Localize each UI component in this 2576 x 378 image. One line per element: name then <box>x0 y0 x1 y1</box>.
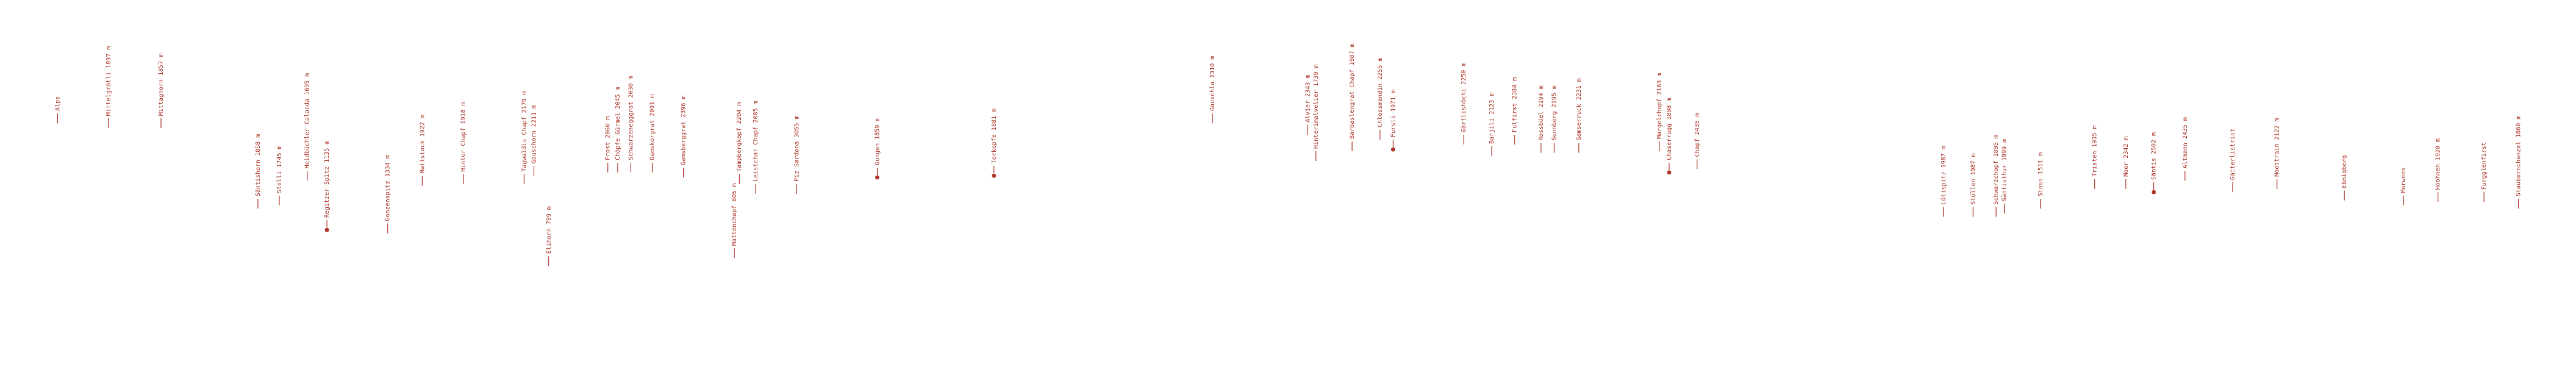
peak-label: Säntishorn 1858 m <box>255 134 262 196</box>
peak-label: Tampbergkopf 2204 m <box>736 102 743 171</box>
peak-label: Furgglenfirst <box>2481 142 2488 190</box>
peak-label: Chlossmandin 2255 m <box>1377 58 1384 127</box>
peak-label: Gamserruck 2231 m <box>1576 78 1583 140</box>
peak-label: Rossbüel 2194 m <box>1538 85 1545 140</box>
peak-label: Alvier 2343 m <box>1304 75 1311 123</box>
peak-label: Chöpfe Gürmel 2045 m <box>615 87 621 160</box>
peak-label: Gamskorgrat 2091 m <box>649 94 656 160</box>
peak-label: Regitzer Spitz 1135 m <box>324 141 331 218</box>
peak-label: Leistchar Chapf 2085 m <box>753 101 759 181</box>
peak-label: Mattstock 1922 m <box>419 115 426 173</box>
peak-label: Chaserrugg 1898 m <box>1666 98 1673 160</box>
peak-label: Barbaslengrat Chapf 1987 m <box>1349 43 1356 139</box>
peak-label: Ebnigberg <box>2341 155 2348 188</box>
peak-label: Stoss 1511 m <box>2038 152 2044 196</box>
peak-label: Fursti 1971 m <box>1390 90 1397 137</box>
peak-label: Säntis 2502 m <box>2151 132 2158 180</box>
peak-label: Gungen 1859 m <box>875 118 881 165</box>
peak-label: Gamsberggrat 2396 m <box>681 96 687 165</box>
peak-label: Mittaghorn 1857 m <box>158 54 165 116</box>
peak-label: Barjili 2123 m <box>1489 93 1495 144</box>
peak-label: Staubernchanzel 1860 m <box>2516 116 2522 196</box>
peak-label: Moor 2342 m <box>2123 137 2130 177</box>
peak-label: Tagwaldis Chapf 2179 m <box>521 91 528 171</box>
peak-label: Elihorn 799 m <box>546 206 553 254</box>
peak-label: Schwarzenegggrat 2030 m <box>628 76 634 160</box>
peak-marker <box>324 227 329 232</box>
peak-label: Altmann 2435 m <box>2182 117 2189 168</box>
peak-label: Sennberg 2195 m <box>1551 85 1558 140</box>
peak-label: Gärtlishöchi 2250 m <box>1461 63 1467 132</box>
peak-marker <box>992 173 996 178</box>
peak-label: Säntisthur 1999 m <box>2002 139 2008 201</box>
peak-label: Gonzenspitz 1334 m <box>385 155 392 221</box>
peak-label: Gauschla 2310 m <box>1209 56 1216 111</box>
peak-label: Moostrain 2122 m <box>2274 118 2281 176</box>
peak-label: Mittelgrätli 1897 m <box>106 46 112 116</box>
peak-label: Schwarzchopf 1895 m <box>1993 135 2000 204</box>
peak-label: Hinter Chapf 1918 m <box>460 102 467 171</box>
peak-label: Mattenchapf 805 m <box>731 184 738 246</box>
peak-label: Fulfirst 2384 m <box>1512 77 1519 132</box>
peak-marker <box>1390 147 1395 152</box>
peak-label: Heidbüchler Calanda 1695 m <box>304 73 311 169</box>
peak-label: Alps <box>54 96 61 111</box>
peak-label: Frost 2066 m <box>605 116 612 160</box>
peak-marker <box>1667 170 1672 175</box>
peak-marker <box>2152 190 2156 194</box>
peak-marker <box>875 175 880 180</box>
peak-label: Tristen 1935 m <box>2092 125 2098 176</box>
peak-label: Hinterimalvelier 1739 m <box>1313 65 1320 149</box>
peak-label: Marwees <box>2400 168 2407 193</box>
peak-label: Stelli 1745 m <box>276 145 283 193</box>
peak-label: Margelchopf 2163 m <box>1656 73 1663 138</box>
peak-label: Gauschorn 2211 m <box>531 105 538 163</box>
peak-label: Stöllen 1987 m <box>1970 153 1977 204</box>
peak-label: Torkopfe 1881 m <box>991 109 998 163</box>
peak-label: Lütispitz 1987 m <box>1941 146 1947 204</box>
peak-label: Piz Sardona 3055 m <box>794 116 801 182</box>
peak-label: Chapf 2435 m <box>1694 113 1701 157</box>
peak-label: Gätterlistrist <box>2230 129 2236 180</box>
peak-label: Hoohnen 1920 m <box>2435 138 2442 190</box>
